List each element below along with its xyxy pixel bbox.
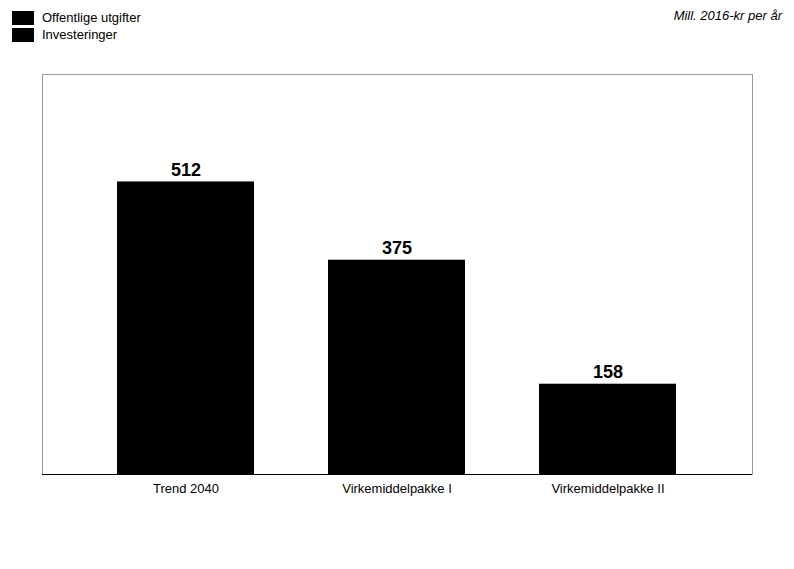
svg-text:Virkemiddelpakke II: Virkemiddelpakke II [551, 481, 664, 496]
html-text:Offentlige utgifter: Offentlige utgifter [42, 10, 141, 25]
html-text:Investeringer: Investeringer [42, 27, 118, 42]
svg-text:Virkemiddelpakke I: Virkemiddelpakke I [342, 481, 452, 496]
svg-text:512: 512 [171, 160, 201, 180]
html-text:Mill. 2016-kr per år: Mill. 2016-kr per år [673, 8, 782, 23]
svg-text:375: 375 [382, 238, 412, 258]
svg-text:Trend 2040: Trend 2040 [153, 481, 219, 496]
svg-text:158: 158 [593, 362, 623, 382]
